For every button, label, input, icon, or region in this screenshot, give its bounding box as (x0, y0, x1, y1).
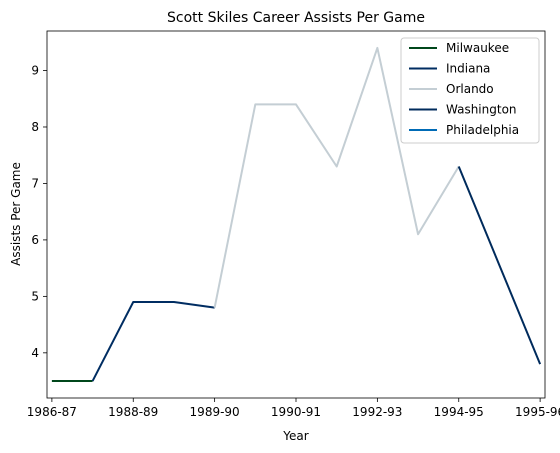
legend-label-washington: Washington (446, 103, 517, 117)
x-tick-label: 1988-89 (108, 405, 158, 419)
legend-label-philadelphia: Philadelphia (446, 123, 519, 137)
legend-label-indiana: Indiana (446, 62, 490, 76)
y-tick-label: 4 (31, 346, 39, 360)
y-tick-label: 5 (31, 289, 39, 303)
y-axis: 4 5 6 7 8 9 (31, 64, 47, 360)
y-tick-label: 8 (31, 120, 39, 134)
y-tick-label: 6 (31, 233, 39, 247)
x-axis: 1986-87 1988-89 1989-90 1990-91 1992-93 1994-… (27, 398, 560, 419)
y-axis-label: Assists Per Game (9, 162, 23, 266)
legend-label-orlando: Orlando (446, 82, 494, 96)
legend-box (400, 37, 540, 144)
series-line-washington (457, 166, 542, 365)
y-tick-label: 9 (31, 64, 39, 78)
x-tick-label: 1994-95 (434, 405, 484, 419)
x-axis-label: Year (282, 429, 308, 443)
legend-label-milwaukee: Milwaukee (446, 41, 509, 55)
x-tick-label: 1990-91 (271, 405, 321, 419)
x-tick-label: 1989-90 (190, 405, 240, 419)
legend: Milwaukee Indiana Orlando Washington Philade… (400, 37, 540, 144)
y-tick-label: 7 (31, 176, 39, 190)
chart-title: Scott Skiles Career Assists Per Game (167, 10, 425, 26)
series-line-indiana (91, 301, 215, 382)
x-tick-label: 1986-87 (27, 405, 77, 419)
series-line-orlando (213, 46, 460, 308)
x-tick-label: 1995-96 (515, 405, 560, 419)
x-tick-label: 1992-93 (352, 405, 402, 419)
series-layer (51, 46, 542, 383)
